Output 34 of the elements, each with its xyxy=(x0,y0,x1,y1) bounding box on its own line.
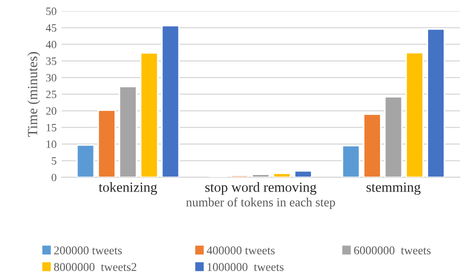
bar xyxy=(294,170,312,178)
legend-label: 8000000 tweets2 xyxy=(54,263,136,271)
legend-label: 6000000 tweets xyxy=(354,246,431,254)
x-axis-title: number of tokens in each step xyxy=(186,198,336,210)
legend-label: 1000000 tweets xyxy=(208,263,284,271)
y-tick-label: 10 xyxy=(46,140,56,148)
bar xyxy=(405,52,424,178)
bar xyxy=(140,52,158,178)
legend-label: 400000 tweets xyxy=(206,246,275,254)
x-tick-label: stop word removing xyxy=(205,182,316,195)
x-tick-label: tokenizing xyxy=(98,182,158,195)
y-tick-label: 0 xyxy=(52,174,56,182)
y-tick-label: 15 xyxy=(46,124,56,132)
y-tick-label: 25 xyxy=(46,90,56,98)
y-tick-label: 20 xyxy=(46,107,56,115)
legend-label: 200000 tweets xyxy=(54,246,122,254)
y-tick-label: 30 xyxy=(46,74,56,82)
bar xyxy=(426,28,446,178)
y-tick-label: 50 xyxy=(46,8,56,16)
bar xyxy=(272,172,292,178)
y-tick-label: 45 xyxy=(46,24,56,32)
bar xyxy=(118,86,138,178)
bar xyxy=(98,109,116,178)
y-tick-label: 40 xyxy=(46,40,56,48)
y-axis-title: Time (minutes) xyxy=(27,52,40,137)
bar xyxy=(161,25,180,178)
bar xyxy=(252,174,270,178)
bar xyxy=(362,113,382,178)
y-tick-label: 35 xyxy=(46,57,56,65)
y-tick-label: 5 xyxy=(52,157,56,165)
bar xyxy=(384,96,403,178)
bar xyxy=(342,145,360,178)
x-tick-label: stemming xyxy=(366,182,421,195)
bar xyxy=(76,144,95,178)
